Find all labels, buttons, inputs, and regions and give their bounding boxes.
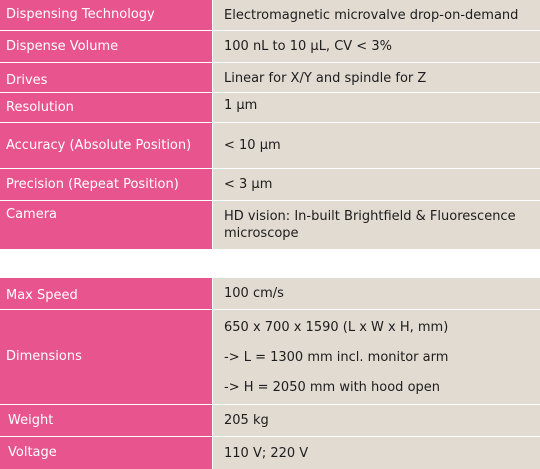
spec-row: Resolution 1 µm xyxy=(0,93,540,123)
spec-row: Dimensions 650 x 700 x 1590 (L x W x H, … xyxy=(0,310,540,405)
spec-row: Precision (Repeat Position) < 3 µm xyxy=(0,169,540,201)
spec-value-list: 650 x 700 x 1590 (L x W x H, mm) -> L = … xyxy=(213,310,540,404)
spec-value: 205 kg xyxy=(213,405,540,436)
spec-value: 1 µm xyxy=(213,93,540,122)
spec-row: Drives Linear for X/Y and spindle for Z xyxy=(0,63,540,93)
spec-label: Camera xyxy=(0,201,213,249)
spec-row: Max Speed 100 cm/s xyxy=(0,278,540,310)
spec-row: Dispense Volume 100 nL to 10 µL, CV < 3% xyxy=(0,31,540,63)
specs-table-1: Dispensing Technology Electromagnetic mi… xyxy=(0,0,540,249)
spec-label: Dispensing Technology xyxy=(0,0,213,30)
spec-label: Voltage xyxy=(0,437,213,469)
spec-row: Dispensing Technology Electromagnetic mi… xyxy=(0,0,540,31)
spec-value-line: -> H = 2050 mm with hood open xyxy=(224,379,441,395)
spec-value: HD vision: In-built Brightfield & Fluore… xyxy=(213,201,540,249)
spec-label: Resolution xyxy=(0,93,213,122)
spec-value: Electromagnetic microvalve drop-on-deman… xyxy=(213,0,540,30)
spec-row: Accuracy (Absolute Position) < 10 µm xyxy=(0,123,540,169)
spec-value: < 10 µm xyxy=(213,123,540,168)
spec-row: Voltage 110 V; 220 V xyxy=(0,437,540,469)
spec-value-line: 650 x 700 x 1590 (L x W x H, mm) xyxy=(224,319,449,335)
spec-value: 100 cm/s xyxy=(213,278,540,309)
spec-label: Max Speed xyxy=(0,278,213,309)
specs-table-2: Max Speed 100 cm/s Dimensions 650 x 700 … xyxy=(0,278,540,469)
spec-value: Linear for X/Y and spindle for Z xyxy=(213,63,540,92)
spec-label: Weight xyxy=(0,405,213,436)
spec-row: Camera HD vision: In-built Brightfield &… xyxy=(0,201,540,249)
spec-value: < 3 µm xyxy=(213,169,540,200)
spec-value-line: -> L = 1300 mm incl. monitor arm xyxy=(224,349,449,365)
spec-row: Weight 205 kg xyxy=(0,405,540,437)
spec-label: Dispense Volume xyxy=(0,31,213,62)
spec-label: Accuracy (Absolute Position) xyxy=(0,123,213,168)
spec-label: Drives xyxy=(0,63,213,92)
spec-label: Precision (Repeat Position) xyxy=(0,169,213,200)
spec-value: 100 nL to 10 µL, CV < 3% xyxy=(213,31,540,62)
spec-label: Dimensions xyxy=(0,310,213,404)
spec-value: 110 V; 220 V xyxy=(213,437,540,469)
